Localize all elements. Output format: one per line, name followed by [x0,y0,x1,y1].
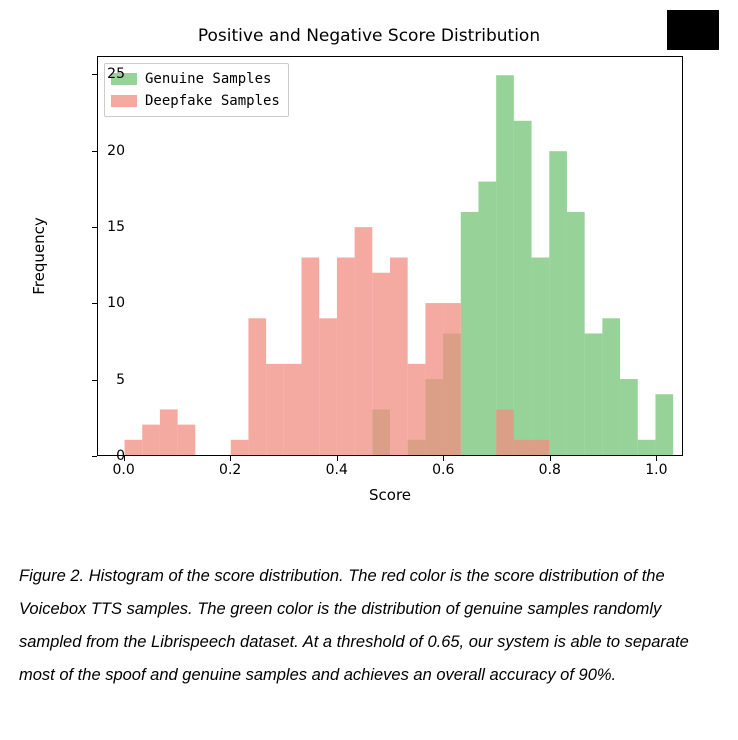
histogram-bar [231,440,249,455]
y-tick-label: 15 [95,219,125,235]
y-tick-mark [92,74,97,75]
x-axis-label: Score [369,486,411,504]
x-tick-label: 0.6 [432,462,454,478]
histogram-bar [620,379,638,455]
x-tick-label: 0.8 [539,462,561,478]
legend-label-genuine: Genuine Samples [145,71,271,87]
y-tick-mark [92,456,97,457]
y-tick-mark [92,380,97,381]
histogram-bar [372,273,390,455]
histogram-bar [425,303,443,455]
histogram-bar [514,440,532,455]
histogram-bar [461,212,479,455]
histogram-bar [478,182,496,455]
x-tick-label: 0.2 [219,462,241,478]
histogram-bar [567,212,585,455]
y-tick-mark [92,151,97,152]
x-tick-mark [443,456,444,461]
x-tick-label: 1.0 [645,462,667,478]
x-tick-label: 0.0 [112,462,134,478]
histogram-bar [408,364,426,455]
y-axis-label: Frequency [30,217,48,295]
histogram-bar [532,440,550,455]
chart-title: Positive and Negative Score Distribution [19,10,719,46]
histogram-bar [602,318,620,455]
caption-text: Figure 2. Histogram of the score distrib… [19,567,689,684]
histogram-bar [284,364,302,455]
x-tick-mark [656,456,657,461]
histogram-bar [532,258,550,455]
x-tick-mark [337,456,338,461]
y-tick-mark [92,227,97,228]
histogram-bar [248,318,266,455]
histogram-bar [585,333,603,455]
redaction-box [667,10,719,50]
histogram-bar [142,425,160,455]
y-tick-label: 20 [95,143,125,159]
histogram-bar [125,440,143,455]
histogram-bar [319,318,337,455]
histogram-bar [496,409,514,455]
y-tick-label: 5 [95,372,125,388]
histogram-bar [655,394,673,455]
histogram-bar [266,364,284,455]
legend-item-genuine: Genuine Samples [111,68,280,90]
histogram-bar [302,258,320,455]
legend: Genuine Samples Deepfake Samples [104,63,289,117]
x-tick-label: 0.4 [326,462,348,478]
y-tick-label: 25 [95,66,125,82]
x-tick-mark [550,456,551,461]
chart-container: Positive and Negative Score Distribution… [19,10,719,530]
legend-swatch-deepfake [111,95,137,107]
histogram-bar [355,227,373,455]
histogram-bar [443,303,461,455]
histogram-bar [178,425,196,455]
histogram-bar [496,75,514,455]
y-tick-mark [92,303,97,304]
histogram-bar [549,151,567,455]
histogram-bar [638,440,656,455]
histogram-bar [337,258,355,455]
x-tick-mark [230,456,231,461]
figure-caption: Figure 2. Histogram of the score distrib… [19,560,719,692]
histogram-bar [514,121,532,455]
y-tick-label: 10 [95,295,125,311]
plot-area: Genuine Samples Deepfake Samples [97,56,683,456]
histogram-bar [160,409,178,455]
legend-label-deepfake: Deepfake Samples [145,93,280,109]
x-tick-mark [124,456,125,461]
histogram-bar [390,258,408,455]
legend-item-deepfake: Deepfake Samples [111,90,280,112]
